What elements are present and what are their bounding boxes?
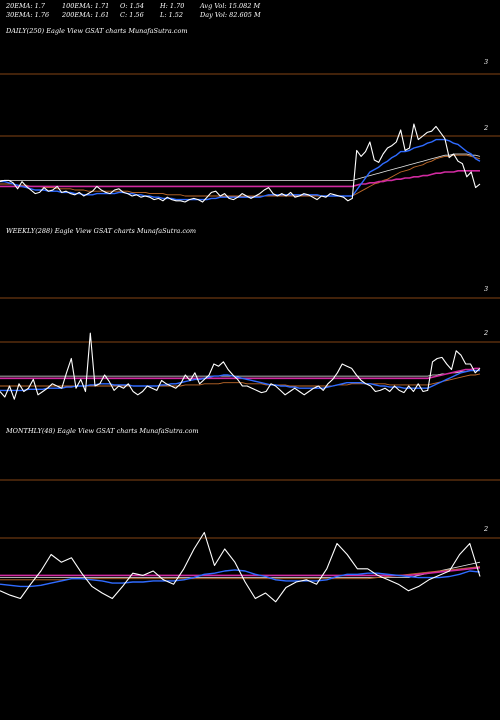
stat-ema20: 20EMA: 1.7 [6,2,45,10]
weekly-ema-long-line [0,370,480,377]
monthly-price-line [0,531,481,603]
stat-ema200: 200EMA: 1.61 [62,11,110,19]
weekly-ytick-label: 2 [483,329,488,337]
daily-ema-long-line [0,153,481,181]
weekly-ema-slow-line [0,367,480,380]
monthly-ytick-label: 2 [483,525,488,533]
stat-low: L: 1.52 [160,11,184,19]
weekly-panel-title: WEEKLY(288) Eagle View GSAT charts Munaf… [6,227,197,235]
daily-ema-fast-line [0,138,481,201]
daily-price-line [0,123,481,203]
daily-ytick-label: 2 [483,124,488,132]
stat-close: C: 1.56 [120,11,144,19]
stat-day-vol: Day Vol: 82.605 M [200,11,261,19]
stat-open: O: 1.54 [120,2,145,10]
monthly-ema-fast-line [0,569,481,588]
stat-avg-vol: Avg Vol: 15.082 M [200,2,261,10]
stat-high: H: 1.70 [160,2,185,10]
monthly-panel-title: MONTHLY(48) Eagle View GSAT charts Munaf… [6,427,199,435]
daily-ytick-label: 3 [484,58,488,66]
weekly-ytick-label: 3 [484,285,488,293]
daily-panel-title: DAILY(250) Eagle View GSAT charts Munafa… [6,27,188,35]
weekly-price-line [0,332,481,400]
daily-ema-mid-line [0,154,481,197]
monthly-ema-long-line [0,561,481,578]
stat-ema30: 30EMA: 1.76 [6,11,50,19]
stat-ema100: 100EMA: 1.71 [62,2,110,10]
daily-ema-slow-line [0,170,480,188]
weekly-ema-fast-line [0,369,480,392]
